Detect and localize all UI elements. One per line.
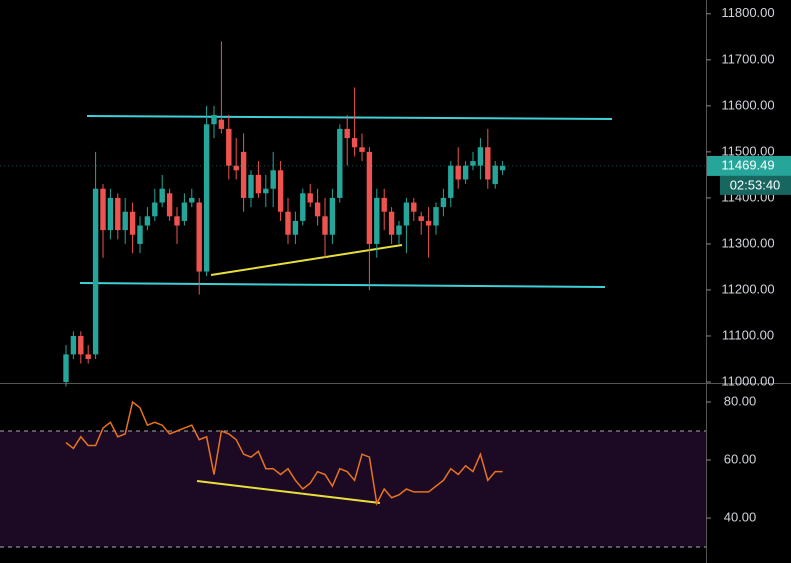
y-tick-label: 11700.00 bbox=[721, 51, 774, 66]
candle-body bbox=[218, 119, 225, 129]
last-price-label: 11469.49 bbox=[721, 157, 774, 172]
candle-body bbox=[396, 225, 402, 235]
candle-body bbox=[233, 165, 239, 171]
candle-body bbox=[455, 165, 461, 180]
candle-body bbox=[115, 197, 121, 231]
candle-body bbox=[366, 151, 373, 244]
candle-body bbox=[307, 193, 313, 203]
candle-body bbox=[107, 197, 114, 231]
candle-body bbox=[263, 188, 269, 194]
trend-line bbox=[79, 282, 606, 288]
candle-body bbox=[144, 216, 151, 226]
candle-body bbox=[226, 128, 232, 166]
candle-body bbox=[189, 197, 195, 203]
candle-body bbox=[277, 170, 284, 212]
candle-body bbox=[100, 188, 106, 231]
candle-body bbox=[477, 147, 484, 166]
y-tick-label: 11100.00 bbox=[722, 327, 774, 342]
y-tick-label: 60.00 bbox=[724, 451, 757, 466]
candle-body bbox=[122, 211, 128, 231]
candle-body bbox=[403, 202, 410, 226]
y-tick-label: 11300.00 bbox=[721, 235, 774, 250]
candle-body bbox=[152, 202, 158, 217]
candle-body bbox=[499, 165, 506, 171]
candle-body bbox=[85, 354, 91, 359]
candle-body bbox=[248, 174, 254, 198]
candle-body bbox=[337, 128, 343, 198]
y-tick-label: 11500.00 bbox=[721, 143, 774, 158]
candle-body bbox=[300, 193, 306, 221]
divergence-line bbox=[196, 480, 381, 504]
candle-body bbox=[448, 165, 454, 198]
y-tick-label: 11000.00 bbox=[721, 373, 774, 388]
trend-line bbox=[86, 115, 613, 120]
rsi-line bbox=[65, 400, 503, 506]
candle-body bbox=[344, 128, 350, 139]
candle-body bbox=[240, 151, 247, 198]
candle-body bbox=[203, 124, 210, 272]
candle-body bbox=[351, 138, 358, 148]
candle-body bbox=[492, 165, 498, 185]
countdown-label: 02:53:40 bbox=[730, 177, 781, 192]
rsi-band bbox=[0, 430, 706, 548]
candle-body bbox=[196, 202, 202, 272]
y-tick-label: 40.00 bbox=[724, 509, 757, 524]
candle-body bbox=[411, 202, 417, 212]
y-tick-label: 11200.00 bbox=[721, 281, 774, 296]
candle-body bbox=[255, 174, 262, 194]
candle-body bbox=[166, 193, 173, 217]
candle-body bbox=[470, 161, 476, 166]
y-tick-label: 11600.00 bbox=[721, 97, 774, 112]
candle-body bbox=[433, 207, 439, 226]
candle-body bbox=[92, 188, 99, 355]
candle-body bbox=[418, 216, 424, 221]
candle-body bbox=[322, 216, 328, 235]
candle-body bbox=[292, 220, 299, 235]
candle-body bbox=[329, 197, 336, 235]
candle-body bbox=[425, 220, 432, 226]
price-label-box bbox=[707, 155, 791, 176]
candle-body bbox=[462, 165, 469, 180]
candle-body bbox=[70, 335, 77, 355]
candle-body bbox=[359, 147, 365, 152]
candle-body bbox=[63, 354, 69, 382]
divergence-line bbox=[210, 244, 403, 276]
candle-body bbox=[485, 147, 491, 180]
y-tick-label: 11800.00 bbox=[721, 5, 774, 20]
rsi-band-group bbox=[0, 430, 706, 548]
candle-body bbox=[211, 115, 217, 125]
candle-body bbox=[181, 202, 188, 221]
y-tick-label: 80.00 bbox=[724, 393, 757, 408]
candle-body bbox=[374, 197, 380, 244]
candle-body bbox=[388, 211, 395, 235]
candle-body bbox=[440, 197, 447, 208]
candle-body bbox=[270, 170, 276, 189]
candle-body bbox=[137, 225, 143, 244]
candle-body bbox=[174, 216, 180, 226]
candle-body bbox=[314, 202, 321, 217]
candle-body bbox=[381, 197, 387, 212]
candle-body bbox=[129, 211, 136, 235]
candle-body bbox=[285, 211, 291, 235]
candle-body bbox=[159, 188, 165, 203]
candle-body bbox=[78, 335, 84, 355]
countdown-box bbox=[720, 175, 791, 195]
